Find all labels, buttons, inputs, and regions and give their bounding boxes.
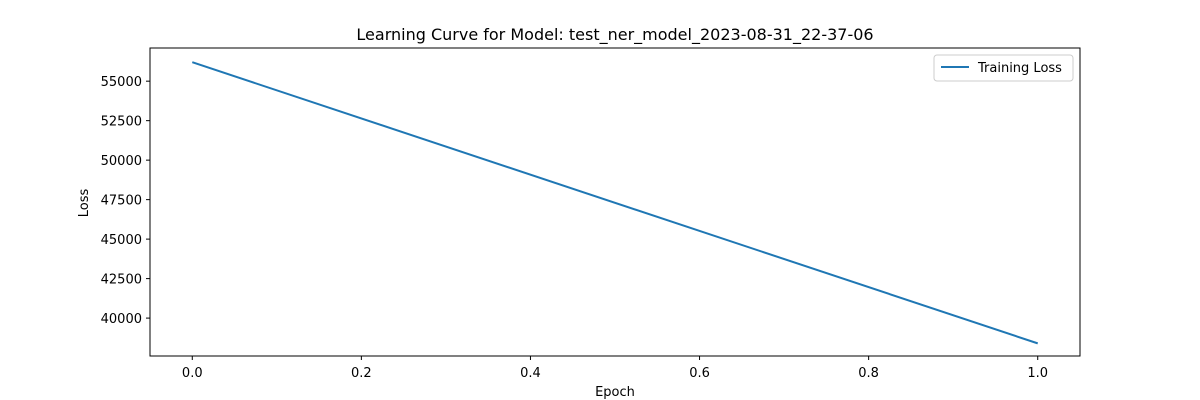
x-axis-label: Epoch (595, 385, 635, 400)
x-tick-label: 0.8 (858, 366, 879, 381)
x-axis-ticks: 0.0 0.2 0.4 0.6 0.8 1.0 (182, 356, 1048, 381)
y-tick-label: 52500 (101, 115, 142, 130)
y-tick-label: 55000 (101, 75, 142, 90)
x-tick-label: 0.6 (689, 366, 710, 381)
x-tick-label: 0.0 (182, 366, 203, 381)
x-tick-label: 1.0 (1027, 366, 1048, 381)
y-tick-label: 47500 (101, 194, 142, 209)
series-line-training-loss (191, 61, 1039, 345)
y-tick-label: 45000 (101, 233, 142, 248)
y-axis-label: Loss (77, 189, 92, 218)
legend-label-training-loss: Training Loss (977, 61, 1062, 76)
y-tick-label: 50000 (101, 154, 142, 169)
x-tick-label: 0.4 (520, 366, 541, 381)
y-axis-ticks: 40000 42500 45000 47500 50000 52500 55000 (101, 75, 150, 327)
legend-box (933, 54, 1074, 82)
x-tick-label: 0.2 (351, 366, 372, 381)
legend: Training Loss (933, 54, 1074, 82)
plot-area (149, 47, 1081, 357)
y-tick-label: 42500 (101, 273, 142, 288)
series-layer (191, 61, 1039, 345)
chart-title: Learning Curve for Model: test_ner_model… (356, 25, 873, 45)
y-tick-label: 40000 (101, 312, 142, 327)
